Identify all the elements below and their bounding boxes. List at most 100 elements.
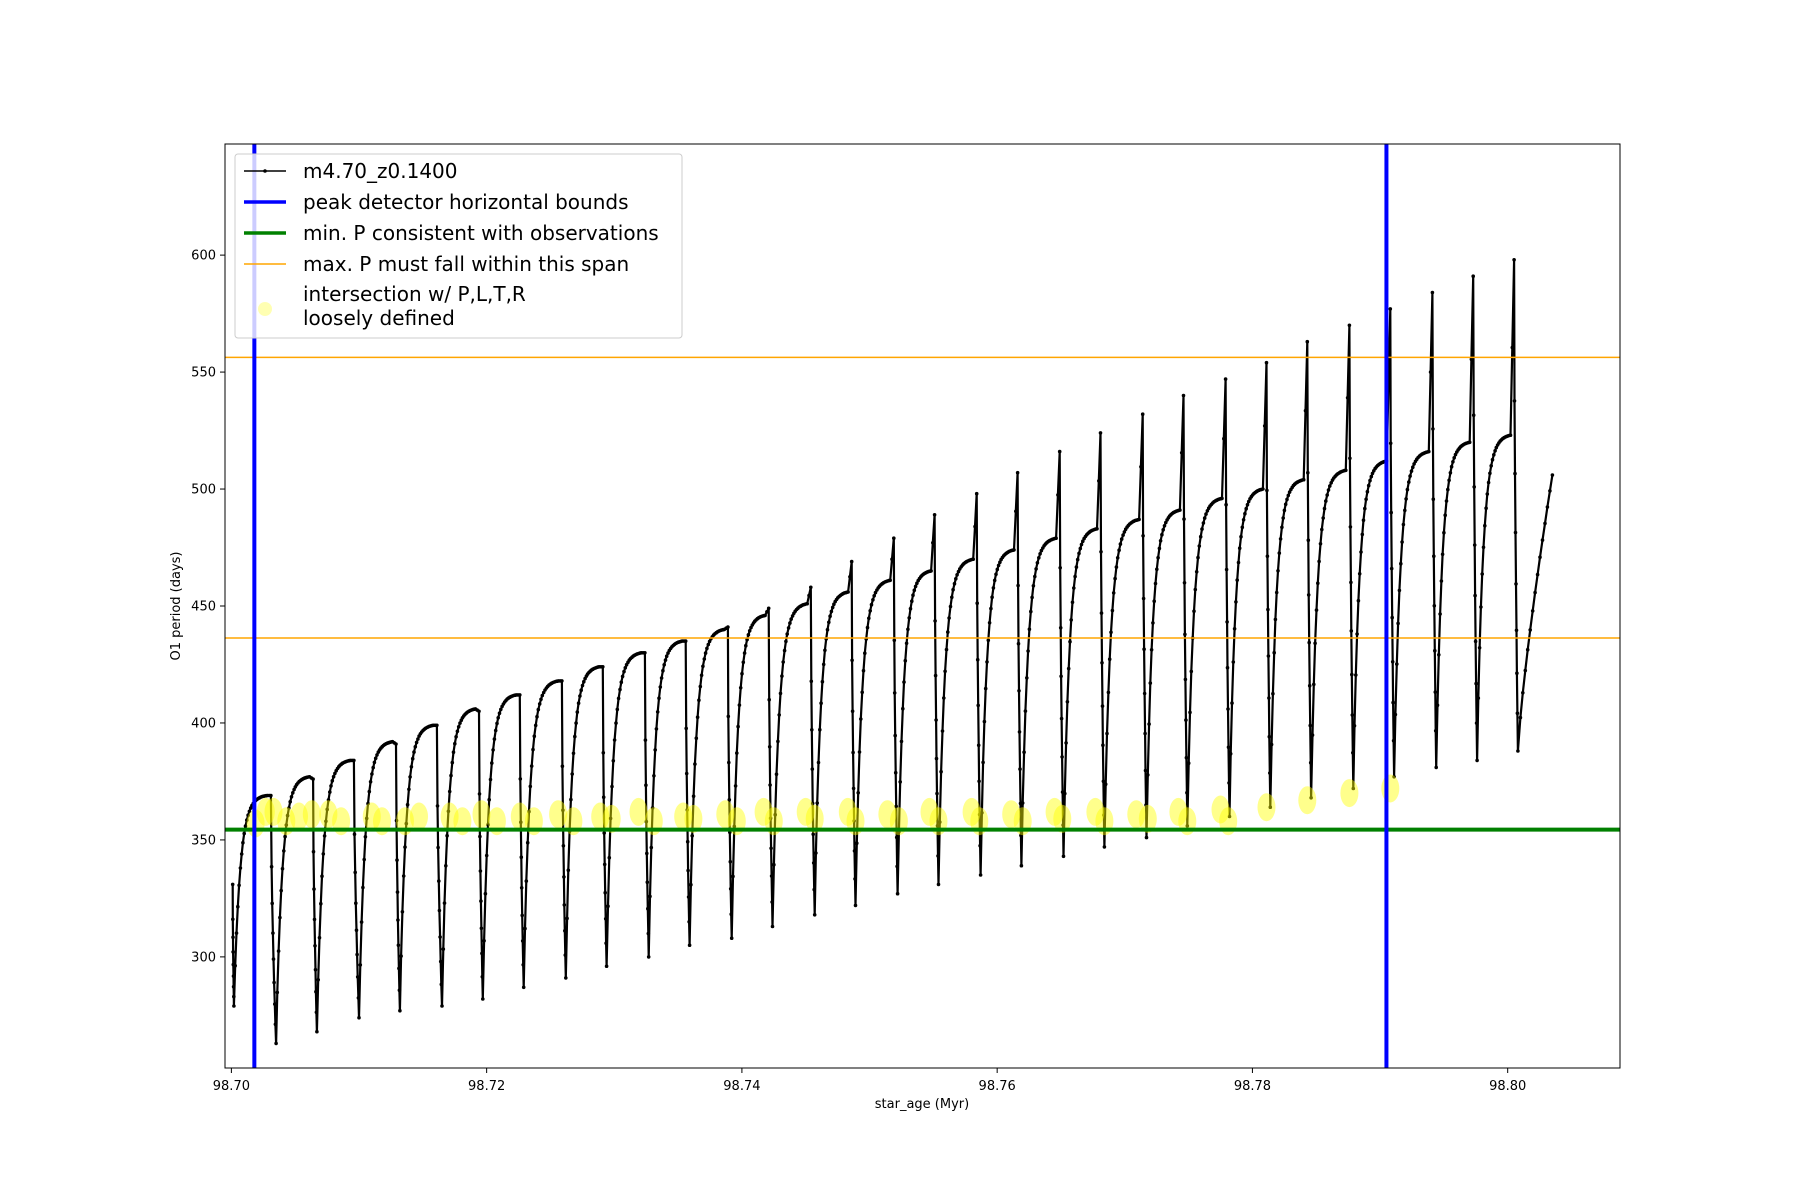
series-point bbox=[247, 809, 252, 814]
series-point bbox=[995, 567, 1000, 572]
series-point bbox=[766, 606, 771, 611]
series-point bbox=[1515, 671, 1519, 675]
series-point bbox=[1095, 527, 1099, 531]
series-point bbox=[280, 866, 285, 871]
series-point bbox=[561, 808, 565, 812]
series-point bbox=[1484, 506, 1488, 511]
series-point bbox=[401, 874, 406, 878]
series-point bbox=[1473, 639, 1478, 644]
series-point bbox=[407, 787, 411, 792]
series-point bbox=[1328, 484, 1332, 488]
series-point bbox=[1473, 593, 1477, 598]
series-point bbox=[690, 834, 694, 838]
series-point bbox=[314, 989, 318, 994]
series-point bbox=[1151, 621, 1155, 625]
series-point bbox=[403, 845, 407, 849]
legend-swatch-series-marker bbox=[263, 169, 267, 173]
series-point bbox=[536, 707, 541, 712]
series-point bbox=[1158, 539, 1163, 543]
series-point bbox=[1411, 465, 1415, 470]
series-point bbox=[1188, 710, 1192, 715]
series-point bbox=[442, 901, 447, 905]
series-point bbox=[1225, 620, 1229, 624]
intersection-point bbox=[1169, 797, 1188, 826]
series-point bbox=[232, 994, 236, 999]
intersection-point bbox=[264, 797, 283, 826]
series-point bbox=[562, 875, 566, 879]
series-point bbox=[1137, 517, 1141, 522]
series-point bbox=[241, 840, 245, 845]
series-point bbox=[601, 751, 606, 755]
series-point bbox=[899, 739, 904, 744]
series-point bbox=[1301, 477, 1306, 482]
series-point bbox=[1157, 546, 1162, 551]
series-point bbox=[1226, 745, 1231, 749]
series-point bbox=[477, 792, 482, 796]
series-point bbox=[1183, 632, 1187, 637]
series-point bbox=[1449, 464, 1454, 469]
series-point bbox=[562, 903, 567, 907]
series-point bbox=[602, 862, 607, 867]
series-point bbox=[325, 807, 330, 812]
series-point bbox=[486, 822, 490, 827]
series-point bbox=[821, 662, 826, 667]
series-point bbox=[518, 693, 522, 697]
series-point bbox=[1201, 521, 1206, 525]
intersection-point bbox=[319, 800, 338, 829]
series-point bbox=[233, 963, 237, 968]
series-point bbox=[1228, 752, 1233, 756]
series-point bbox=[913, 584, 918, 589]
series-point bbox=[521, 985, 526, 990]
series-point bbox=[685, 839, 690, 844]
series-point bbox=[1026, 649, 1030, 653]
series-point bbox=[405, 802, 410, 807]
series-point bbox=[1309, 796, 1313, 800]
series-point bbox=[1514, 628, 1519, 633]
series-point bbox=[564, 976, 568, 980]
series-point bbox=[329, 784, 333, 788]
series-point bbox=[399, 954, 403, 958]
series-point bbox=[728, 859, 733, 864]
series-point bbox=[1034, 567, 1038, 571]
series-point bbox=[533, 723, 538, 728]
series-point bbox=[657, 696, 661, 700]
series-point bbox=[892, 536, 896, 540]
series-point bbox=[1515, 711, 1520, 715]
series-point bbox=[519, 855, 524, 859]
series-point bbox=[653, 748, 657, 752]
series-point bbox=[990, 595, 994, 599]
series-point bbox=[563, 929, 567, 933]
series-point bbox=[1303, 408, 1308, 413]
legend: m4.70_z0.1400 peak detector horizontal b… bbox=[234, 153, 683, 339]
x-tick-label: 98.76 bbox=[979, 1079, 1016, 1094]
series-point bbox=[1101, 779, 1106, 784]
series-point bbox=[359, 920, 364, 924]
series-point bbox=[1261, 487, 1265, 491]
series-point bbox=[1393, 712, 1398, 717]
series-point bbox=[872, 594, 876, 598]
series-point bbox=[807, 593, 811, 598]
series-point bbox=[1015, 470, 1020, 475]
y-tick-label: 400 bbox=[191, 716, 216, 731]
series-point bbox=[612, 738, 617, 742]
series-point bbox=[1156, 555, 1160, 560]
series-point bbox=[1196, 555, 1200, 560]
series-point bbox=[664, 654, 669, 658]
series-point bbox=[234, 931, 239, 935]
intersection-point bbox=[1053, 804, 1072, 833]
series-point bbox=[1433, 729, 1438, 733]
series-point bbox=[1068, 639, 1072, 644]
series-point bbox=[484, 853, 489, 858]
series-point bbox=[1113, 576, 1117, 581]
series-point bbox=[684, 726, 688, 731]
series-point bbox=[1369, 474, 1374, 479]
series-point bbox=[456, 725, 461, 729]
intersection-point bbox=[805, 804, 824, 833]
series-point bbox=[729, 912, 733, 916]
series-point bbox=[1241, 518, 1246, 522]
series-point bbox=[1117, 548, 1121, 552]
series-point bbox=[285, 813, 290, 818]
series-point bbox=[746, 633, 751, 637]
series-point bbox=[483, 891, 488, 896]
series-point bbox=[851, 786, 856, 791]
